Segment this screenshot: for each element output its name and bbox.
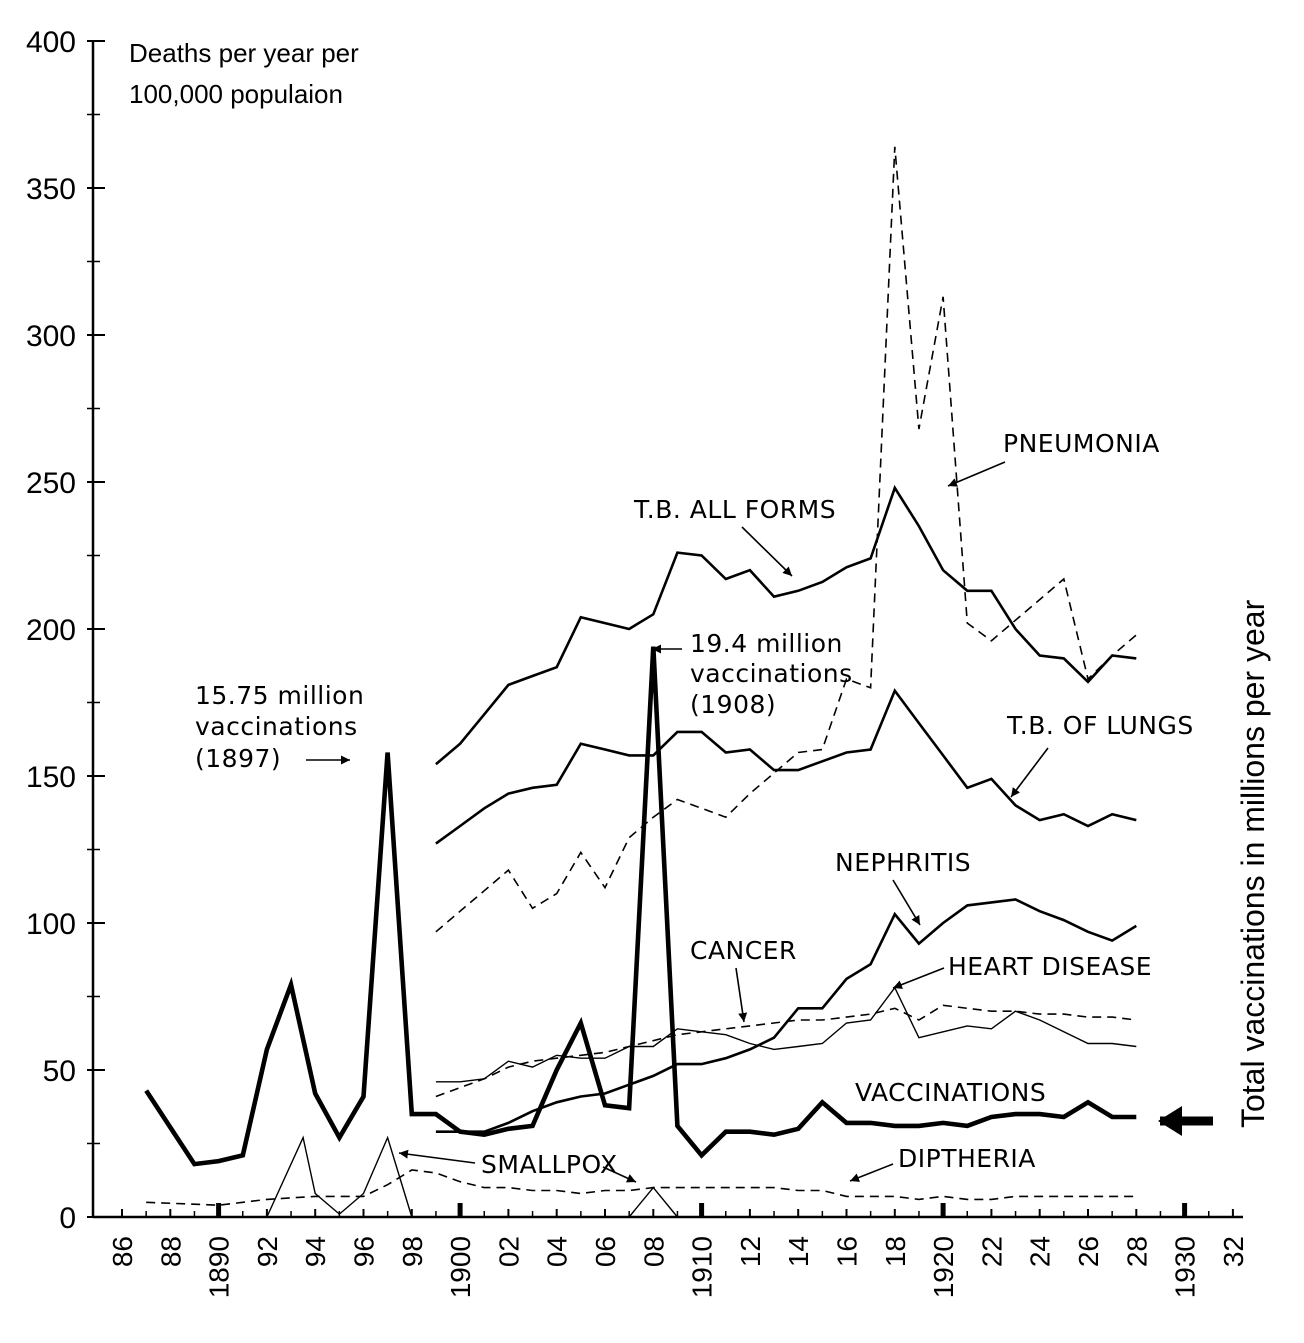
- y-tick-label: 400: [26, 26, 76, 59]
- x-tick-label: 04: [542, 1236, 573, 1267]
- x-tick-label: 1930: [1170, 1236, 1201, 1298]
- x-tick-label: 14: [783, 1236, 814, 1267]
- x-tick-label: 28: [1121, 1236, 1152, 1267]
- x-tick-label: 32: [1218, 1236, 1249, 1267]
- label-heart-disease: HEART DISEASE: [948, 952, 1152, 981]
- series-line-smallpox: [266, 1135, 678, 1218]
- series-line-cancer: [435, 1004, 1137, 1098]
- x-tick-label: 16: [832, 1236, 863, 1267]
- annotation-1897-line-1: 15.75 million: [195, 681, 364, 710]
- right-axis-label: Total vaccinations in millions per year: [1235, 599, 1271, 1128]
- y-axis-label-line-2: 100,000 populaion: [129, 79, 343, 109]
- x-tick-label: 1920: [928, 1236, 959, 1298]
- arrow-cancer: [735, 967, 748, 1023]
- y-axis-label-line-1: Deaths per year per: [129, 38, 359, 68]
- x-tick-label: 98: [397, 1236, 428, 1267]
- x-tick-label: 92: [252, 1236, 283, 1267]
- series-line-heart-disease: [435, 986, 1137, 1083]
- y-tick-label: 300: [26, 320, 76, 353]
- y-tick-label: 50: [43, 1055, 76, 1088]
- label-pneumonia: PNEUMONIA: [1003, 429, 1160, 458]
- series-line-pneumonia: [435, 146, 1137, 933]
- label-vaccinations: VACCINATIONS: [855, 1078, 1046, 1107]
- x-tick-label: 22: [976, 1236, 1007, 1267]
- x-tick-label: 1910: [687, 1236, 718, 1298]
- x-tick-label: 86: [107, 1236, 138, 1267]
- annotation-1908-line-2: vaccinations: [690, 659, 853, 688]
- series-line-nephritis: [435, 898, 1137, 1133]
- x-tick-label: 18: [880, 1236, 911, 1267]
- arrow-heart-disease: [892, 967, 945, 989]
- arrow-diptheria: [849, 1163, 894, 1182]
- arrow-smallpox-left: [398, 1149, 476, 1164]
- arrow-tb-all-forms: [741, 526, 793, 577]
- arrow-smallpox-right: [602, 1166, 637, 1183]
- arrow-pneumonia: [947, 461, 1006, 487]
- series-layer: [144, 146, 1137, 1218]
- x-tick-label: 02: [493, 1236, 524, 1267]
- y-tick-label: 250: [26, 467, 76, 500]
- y-tick-label: 200: [26, 614, 76, 647]
- series-line-diptheria: [146, 1169, 1137, 1207]
- annotation-1897-line-3: (1897): [195, 744, 281, 773]
- x-tick-label: 06: [590, 1236, 621, 1267]
- x-tick-label: 08: [638, 1236, 669, 1267]
- x-tick-label: 1900: [445, 1236, 476, 1298]
- y-tick-label: 150: [26, 761, 76, 794]
- y-tick-label: 0: [59, 1202, 76, 1235]
- label-nephritis: NEPHRITIS: [835, 848, 971, 877]
- x-tick-label: 24: [1025, 1236, 1056, 1267]
- label-tb-of-lungs: T.B. OF LUNGS: [1006, 711, 1194, 740]
- series-line-t-b-all-forms: [435, 484, 1137, 766]
- x-tick-label: 26: [1073, 1236, 1104, 1267]
- y-tick-label: 350: [26, 173, 76, 206]
- x-tick-label: 96: [349, 1236, 380, 1267]
- x-tick-label: 94: [300, 1236, 331, 1267]
- arrow-tb-of-lungs: [1010, 747, 1049, 798]
- x-ticks: 86 88 1890 92 94 96 98 1900 02 04 06 08 1910 12 14 16 18…: [107, 1203, 1249, 1298]
- x-tick-label: 1890: [204, 1236, 235, 1298]
- right-axis-arrowhead: [1158, 1106, 1182, 1136]
- annotation-1908-line-1: 19.4 million: [690, 629, 843, 658]
- label-tb-all-forms: T.B. ALL FORMS: [633, 495, 836, 524]
- label-smallpox: SMALLPOX: [481, 1150, 618, 1179]
- x-tick-label: 88: [155, 1236, 186, 1267]
- label-cancer: CANCER: [690, 936, 797, 965]
- arrow-nephritis: [892, 879, 921, 926]
- x-tick-label: 12: [735, 1236, 766, 1267]
- y-ticks: 0 50 100 150 200 250 300 350 400: [26, 26, 105, 1235]
- annotation-1897-line-2: vaccinations: [195, 712, 358, 741]
- y-tick-label: 100: [26, 908, 76, 941]
- label-diptheria: DIPTHERIA: [898, 1144, 1036, 1173]
- annotation-1908-line-3: (1908): [690, 690, 776, 719]
- series-line-t-b-of-lungs: [435, 688, 1137, 845]
